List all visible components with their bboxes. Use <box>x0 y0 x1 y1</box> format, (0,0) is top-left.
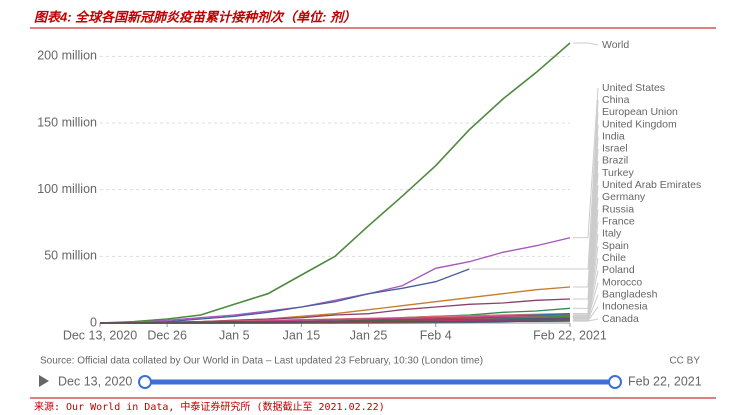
license: CC BY <box>669 356 700 367</box>
legend-label: United States <box>602 82 665 94</box>
x-tick-label: Feb 22, 2021 <box>533 328 607 342</box>
y-tick-label: 150 million <box>37 115 97 129</box>
legend-connector <box>472 100 599 270</box>
legend-label: Brazil <box>602 155 628 167</box>
legend-label: Chile <box>602 252 626 264</box>
x-tick-label: Dec 13, 2020 <box>63 328 137 342</box>
timeline-end: Feb 22, 2021 <box>628 374 702 388</box>
series-line <box>100 268 470 324</box>
timeline-handle[interactable] <box>608 375 622 389</box>
timeline-handle[interactable] <box>138 375 152 389</box>
source: Source: Official data collated by Our Wo… <box>40 356 483 367</box>
y-tick-label: 200 million <box>37 49 97 63</box>
y-tick-label: 50 million <box>44 249 97 263</box>
legend-label: Poland <box>602 264 635 276</box>
series-line <box>99 237 571 324</box>
y-tick-label: 0 <box>90 315 97 329</box>
legend-connector <box>573 87 599 239</box>
x-tick-label: Jan 25 <box>350 328 388 342</box>
legend-label: Israel <box>602 143 628 155</box>
y-tick-label: 100 million <box>37 182 97 196</box>
legend-connector <box>573 318 599 322</box>
legend-label: United Kingdom <box>602 118 677 130</box>
legend-label: Italy <box>602 228 622 240</box>
chart-title: 图表4: 全球各国新冠肺炎疫苗累计接种剂次（单位: 剂） <box>34 9 356 24</box>
series-line <box>100 320 571 324</box>
x-tick-label: Feb 4 <box>420 328 452 342</box>
legend-label: China <box>602 94 630 106</box>
legend-connector <box>573 112 599 288</box>
timeline-start: Dec 13, 2020 <box>58 374 132 388</box>
legend-connector <box>573 42 599 46</box>
x-tick-label: Jan 5 <box>219 328 250 342</box>
x-tick-label: Jan 15 <box>283 328 321 342</box>
series-line <box>99 42 571 324</box>
legend-label: Russia <box>602 203 634 215</box>
legend-label: World <box>602 39 629 51</box>
footnote: 来源: Our World in Data, 中泰证券研究所 (数据截止至 20… <box>34 400 385 413</box>
legend-connector <box>573 124 599 300</box>
legend-label: Germany <box>602 191 646 203</box>
legend-label: European Union <box>602 106 678 118</box>
legend-label: Spain <box>602 240 629 252</box>
legend-label: France <box>602 216 635 228</box>
x-tick-label: Dec 26 <box>147 328 187 342</box>
legend-label: Indonesia <box>602 301 648 313</box>
legend-label: Turkey <box>602 167 634 179</box>
play-button[interactable] <box>39 375 49 387</box>
legend-label: United Arab Emirates <box>602 179 701 191</box>
legend-label: Morocco <box>602 276 642 288</box>
legend-label: India <box>602 130 625 142</box>
legend-label: Bangladesh <box>602 288 658 300</box>
legend-label: Canada <box>602 313 639 325</box>
